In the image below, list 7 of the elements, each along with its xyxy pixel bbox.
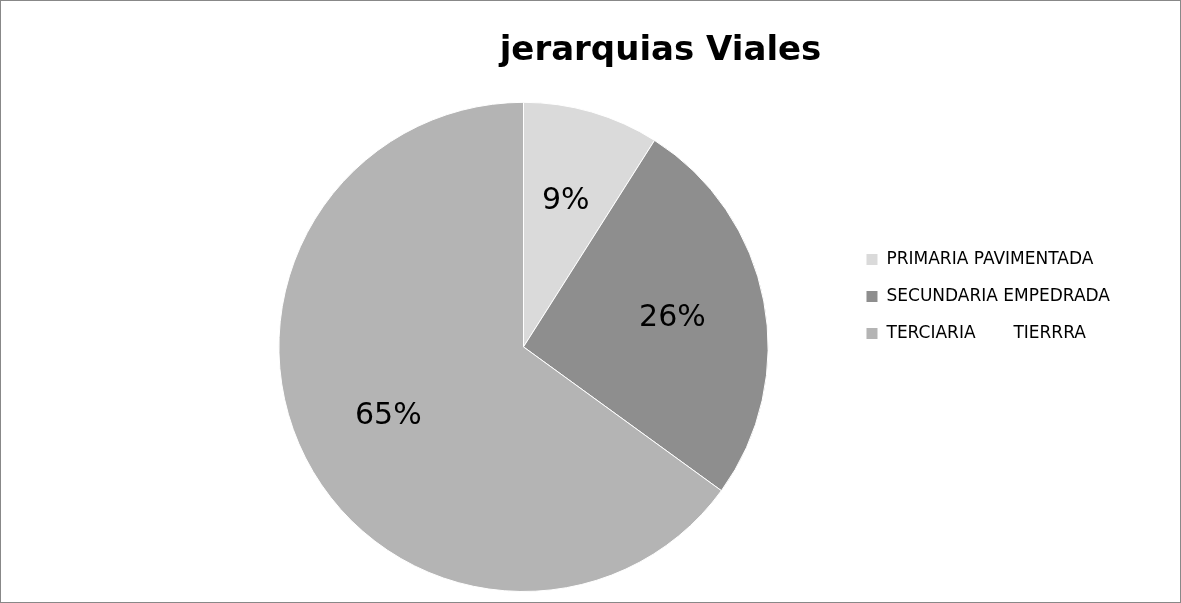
legend-label: PRIMARIA PAVIMENTADA bbox=[886, 247, 1094, 268]
data-label: 9% bbox=[542, 181, 590, 217]
data-label: 26% bbox=[639, 298, 706, 334]
legend-label: SECUNDARIA EMPEDRADA bbox=[886, 284, 1111, 305]
data-label: 65% bbox=[355, 395, 422, 431]
legend-label: TERCIARIA TIERRRA bbox=[885, 321, 1087, 342]
chart-title: jerarquias Viales bbox=[497, 28, 822, 69]
